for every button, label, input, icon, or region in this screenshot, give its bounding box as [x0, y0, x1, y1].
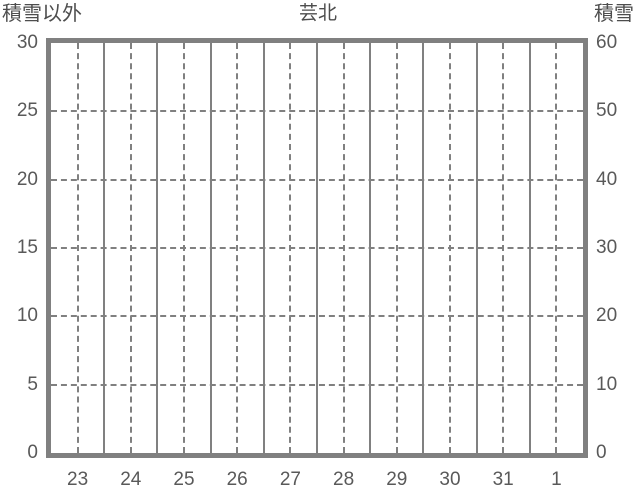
left-axis-tick-label: 25 [16, 100, 38, 122]
chart-title: 芸北 [298, 3, 337, 24]
left-axis-title: 積雪以外 [2, 3, 82, 25]
x-axis-tick-label: 25 [173, 469, 195, 490]
plot-gridlines [51, 43, 583, 453]
plot-area [46, 38, 588, 458]
right-axis-tick-label: 60 [596, 32, 618, 53]
left-axis-tick-label: 5 [27, 373, 38, 395]
x-axis-tick-label: 1 [551, 469, 562, 490]
left-axis-tick-label: 10 [16, 305, 38, 327]
right-axis-tick-label: 30 [596, 237, 618, 258]
right-axis-tick-label: 10 [596, 373, 618, 395]
x-axis-tick-label: 26 [226, 469, 248, 490]
gridline-horizontal [51, 178, 583, 181]
gridline-horizontal [51, 315, 583, 318]
gridline-horizontal [51, 383, 583, 386]
x-axis-tick-label: 27 [279, 469, 301, 490]
right-axis-title: 積雪 [594, 3, 634, 25]
x-axis-tick-label: 31 [492, 469, 514, 490]
x-axis-tick-label: 24 [120, 469, 142, 490]
x-axis-tick-label: 28 [333, 469, 355, 490]
right-axis-tick-label: 50 [596, 100, 618, 122]
right-axis-tick-label: 20 [596, 305, 618, 327]
right-axis-tick-label: 0 [596, 442, 607, 463]
x-axis-tick-label: 29 [386, 469, 408, 490]
left-axis-tick-label: 30 [16, 32, 38, 53]
left-axis-tick-label: 0 [27, 442, 38, 463]
x-axis-tick-label: 23 [67, 469, 89, 490]
x-axis-tick-label: 30 [439, 469, 461, 490]
right-axis-tick-label: 40 [596, 168, 618, 190]
left-axis-tick-label: 15 [16, 237, 38, 258]
gridline-horizontal [51, 110, 583, 113]
left-axis-tick-label: 20 [16, 168, 38, 190]
gridline-horizontal [51, 247, 583, 249]
